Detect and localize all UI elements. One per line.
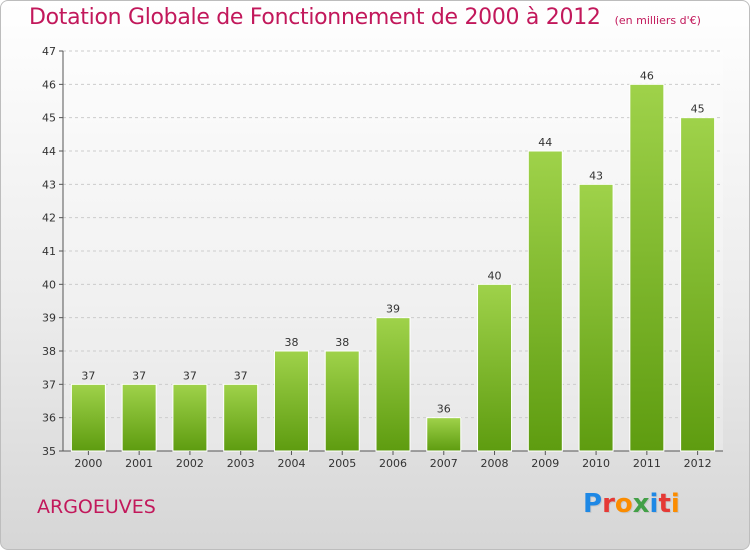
bar bbox=[172, 383, 208, 452]
x-tick-label: 2009 bbox=[531, 457, 559, 470]
x-tick-label: 2006 bbox=[379, 457, 407, 470]
y-tick-label: 45 bbox=[42, 112, 56, 125]
logo-letter: o bbox=[614, 489, 633, 519]
x-tick-label: 2003 bbox=[227, 457, 255, 470]
y-tick-label: 41 bbox=[42, 245, 56, 258]
bar-value-label: 44 bbox=[538, 136, 552, 149]
bar-value-label: 45 bbox=[691, 103, 705, 116]
bar-value-label: 38 bbox=[284, 336, 298, 349]
logo-letter: i bbox=[649, 489, 659, 519]
bar bbox=[70, 383, 106, 452]
x-tick-label: 2001 bbox=[125, 457, 153, 470]
bar-value-label: 37 bbox=[81, 369, 95, 382]
y-tick-label: 35 bbox=[42, 445, 56, 458]
logo-letter: P bbox=[583, 489, 603, 519]
x-tick-label: 2004 bbox=[277, 457, 305, 470]
bar-value-label: 37 bbox=[234, 369, 248, 382]
bar bbox=[477, 283, 513, 452]
bar bbox=[273, 350, 309, 452]
logo-letter: x bbox=[632, 489, 650, 519]
y-tick-label: 46 bbox=[42, 78, 56, 91]
chart-subtitle: (en milliers d'€) bbox=[614, 14, 701, 27]
proxiti-logo: Proxiti bbox=[583, 489, 680, 519]
bar-value-label: 46 bbox=[640, 69, 654, 82]
x-tick-label: 2011 bbox=[633, 457, 661, 470]
bar bbox=[680, 117, 716, 452]
bar bbox=[121, 383, 157, 452]
logo-letter: i bbox=[670, 489, 680, 519]
logo-letter: t bbox=[658, 489, 671, 519]
bar bbox=[375, 317, 411, 452]
y-tick-label: 42 bbox=[42, 212, 56, 225]
bar-value-label: 39 bbox=[386, 303, 400, 316]
x-tick-label: 2012 bbox=[684, 457, 712, 470]
x-tick-label: 2002 bbox=[176, 457, 204, 470]
bar bbox=[223, 383, 259, 452]
bar bbox=[324, 350, 360, 452]
chart-title: Dotation Globale de Fonctionnement de 20… bbox=[29, 5, 701, 30]
bar-value-label: 43 bbox=[589, 169, 603, 182]
bar bbox=[527, 150, 563, 452]
bar bbox=[578, 183, 614, 452]
x-tick-label: 2010 bbox=[582, 457, 610, 470]
y-tick-label: 44 bbox=[42, 145, 56, 158]
bar bbox=[426, 417, 462, 452]
x-tick-label: 2000 bbox=[74, 457, 102, 470]
x-tick-label: 2005 bbox=[328, 457, 356, 470]
y-tick-label: 38 bbox=[42, 345, 56, 358]
bar-value-label: 40 bbox=[488, 269, 502, 282]
chart-title-text: Dotation Globale de Fonctionnement de 20… bbox=[29, 5, 601, 30]
y-tick-label: 36 bbox=[42, 412, 56, 425]
commune-name: ARGOEUVES bbox=[37, 496, 156, 518]
bar-value-label: 38 bbox=[335, 336, 349, 349]
bar-value-label: 36 bbox=[437, 403, 451, 416]
y-tick-label: 47 bbox=[42, 45, 56, 58]
y-tick-label: 40 bbox=[42, 278, 56, 291]
bar bbox=[629, 83, 665, 452]
y-tick-label: 37 bbox=[42, 378, 56, 391]
bar-value-label: 37 bbox=[132, 369, 146, 382]
x-tick-label: 2007 bbox=[430, 457, 458, 470]
bar-value-label: 37 bbox=[183, 369, 197, 382]
logo-letter: r bbox=[602, 489, 615, 519]
x-tick-label: 2008 bbox=[481, 457, 509, 470]
y-tick-label: 39 bbox=[42, 312, 56, 325]
y-tick-label: 43 bbox=[42, 178, 56, 191]
